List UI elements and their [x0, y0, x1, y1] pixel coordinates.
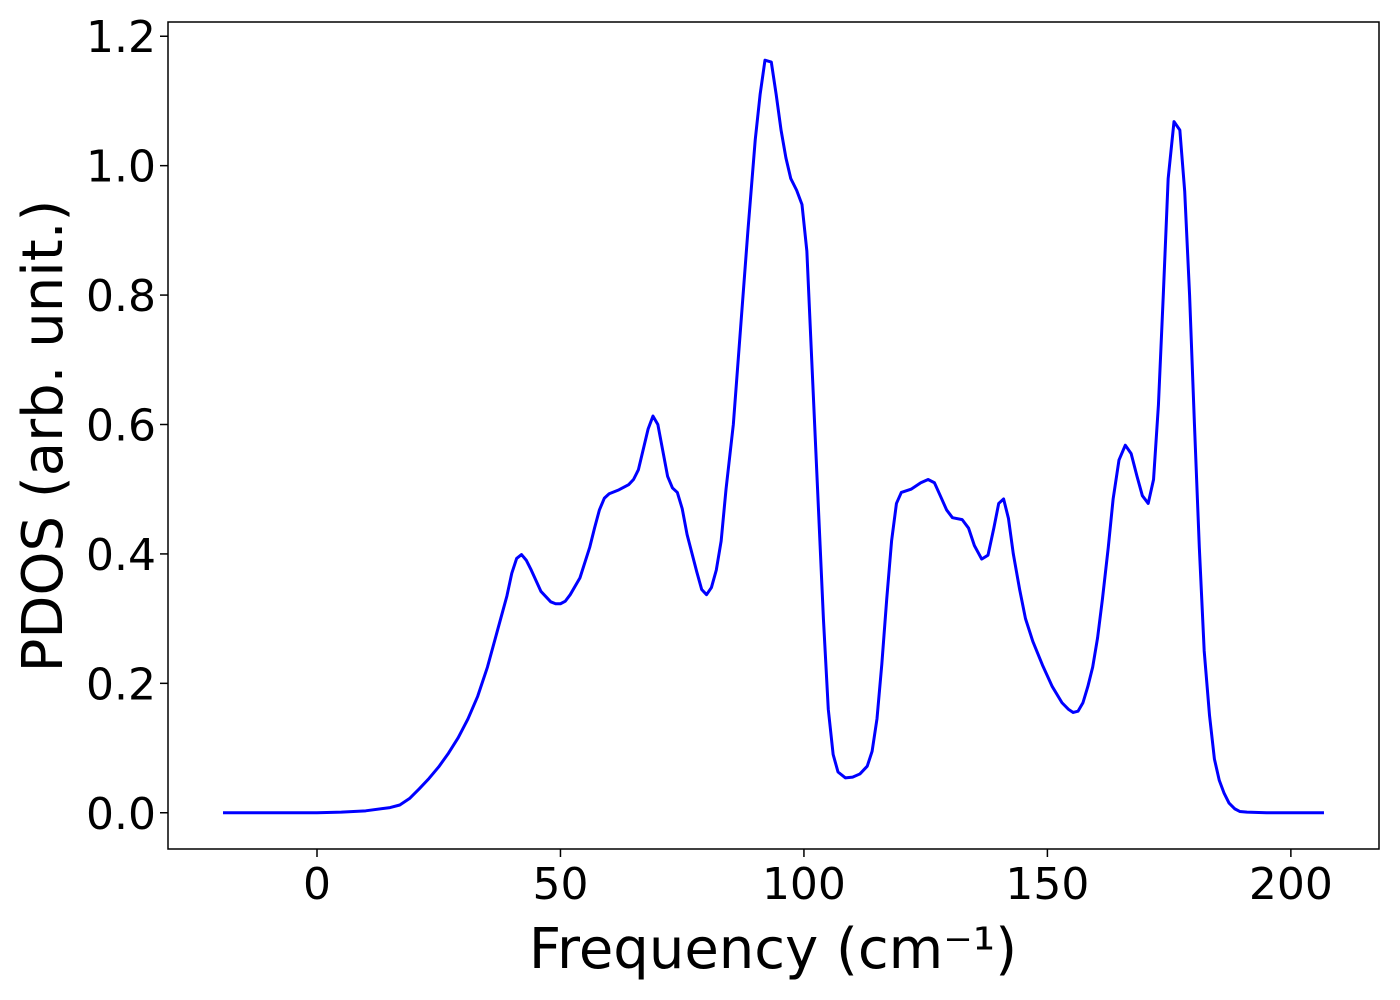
x-tick-label: 100	[762, 859, 846, 910]
y-tick-label: 1.0	[86, 142, 156, 193]
y-tick-label: 0.2	[86, 659, 156, 710]
plot-frame	[167, 21, 1380, 850]
x-tick-label: 200	[1249, 859, 1333, 910]
x-axis-label: Frequency (cm⁻¹)	[529, 917, 1017, 982]
y-tick-label: 0.0	[86, 789, 156, 840]
y-tick-label: 0.4	[86, 530, 156, 581]
y-axis-label: PDOS (arb. unit.)	[11, 200, 76, 673]
x-tick-label: 150	[1005, 859, 1089, 910]
x-tick-label: 50	[532, 859, 588, 910]
y-tick-label: 0.6	[86, 400, 156, 451]
y-tick-label: 0.8	[86, 271, 156, 322]
y-tick-label: 1.2	[86, 12, 156, 63]
x-tick-label: 0	[303, 859, 331, 910]
line-series	[223, 58, 1324, 815]
